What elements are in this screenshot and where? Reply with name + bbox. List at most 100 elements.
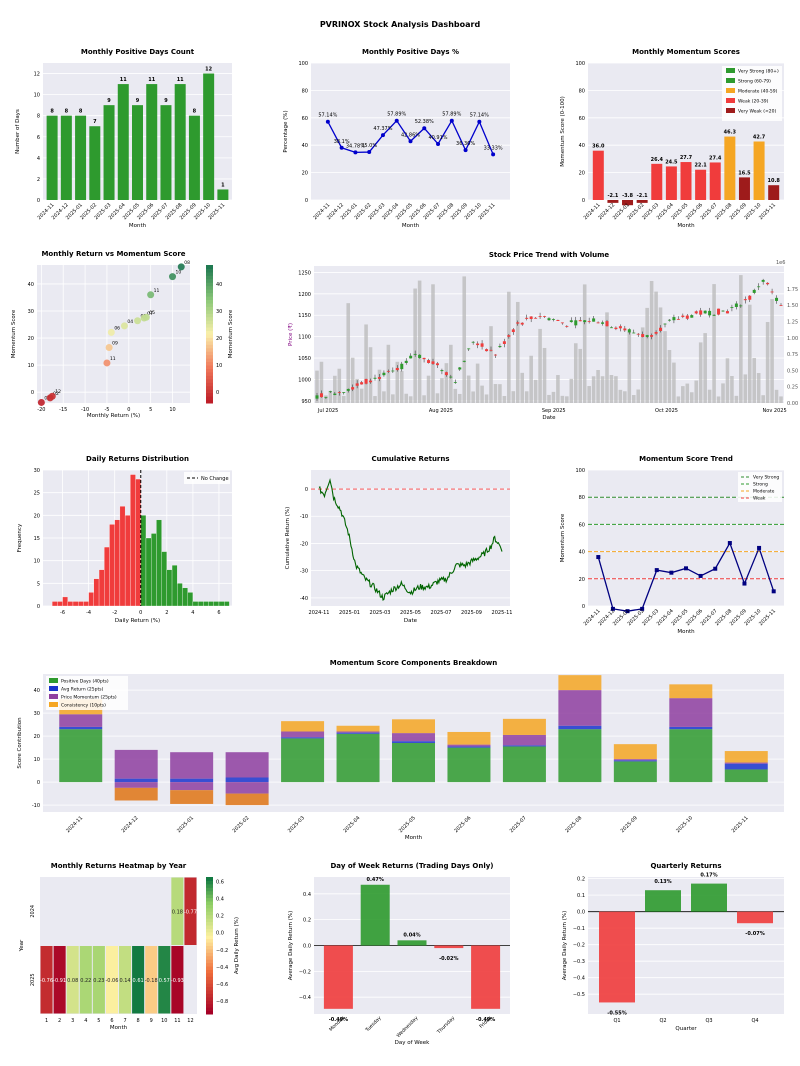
- mom-scores-bar: [695, 169, 707, 200]
- price-volume-bar: [685, 383, 690, 403]
- pos-count-ytick-label: 12: [34, 72, 40, 78]
- heatmap-colorbar-tick: −0.8: [216, 999, 228, 1005]
- cum-xtick-label: 2025-03: [370, 610, 391, 616]
- scatter-colorbar-segment: [206, 316, 213, 321]
- hist-bar: [109, 524, 115, 607]
- price-candle-body: [703, 310, 707, 314]
- heatmap-colorbar-segment: [206, 904, 213, 909]
- chart-momentum-score-trend: 0204060801002024-112024-122025-012025-02…: [560, 455, 784, 635]
- components-legend-swatch: [49, 678, 58, 683]
- heatmap-colorbar-segment: [206, 880, 213, 885]
- dow-bar: [434, 945, 464, 949]
- pos-pct-plot-area: [311, 63, 510, 200]
- dow-ytick-label: 0.2: [303, 918, 311, 924]
- components-xtick-label: 2025-07: [509, 815, 528, 834]
- price-volume-bar: [350, 357, 355, 403]
- pos-count-xlabel: Month: [129, 223, 147, 229]
- heatmap-colorbar-segment: [206, 948, 213, 953]
- mom-scores-data-label: 10.8: [768, 178, 781, 184]
- price-volume-bar: [533, 379, 538, 403]
- price-candle-body: [413, 353, 417, 355]
- heatmap-col-label: 12: [187, 1018, 193, 1024]
- pos-pct-ytick-label: 100: [298, 61, 308, 67]
- pos-pct-point: [353, 150, 358, 155]
- pos-count-data-label: 7: [93, 119, 97, 125]
- heatmap-col-label: 6: [110, 1018, 113, 1024]
- price-volume-bar: [484, 394, 489, 403]
- pos-count-bar: [203, 73, 215, 200]
- price-volume-bar: [756, 373, 761, 403]
- heatmap-colorbar-segment: [206, 935, 213, 940]
- pos-count-data-label: 8: [193, 109, 197, 115]
- price-xtick-label: Nov 2025: [763, 408, 787, 414]
- components-segment: [724, 751, 768, 763]
- scatter-colorbar-segment: [206, 327, 213, 332]
- dow-ytick-label: 0.0: [303, 944, 311, 950]
- heatmap-colorbar-segment: [206, 959, 213, 964]
- price-volume-bar: [373, 396, 377, 403]
- heatmap-cell: [171, 946, 184, 1014]
- scatter-ytick-label: 30: [28, 309, 34, 315]
- hist-bar: [208, 601, 214, 607]
- mom-scores-bar: [665, 166, 677, 200]
- scatter-colorbar-segment: [206, 385, 213, 390]
- components-segment: [669, 729, 713, 783]
- pos-pct-point: [491, 152, 496, 157]
- price-candle-body: [721, 310, 725, 312]
- heatmap-colorbar-segment: [206, 921, 213, 926]
- price-ytick-label: 1000: [298, 377, 311, 383]
- scatter-colorbar-segment: [206, 323, 213, 328]
- pos-count-data-label: 8: [65, 109, 69, 115]
- quarter-data-label: -0.07%: [745, 931, 764, 937]
- scatter-colorbar-tick: 10: [216, 363, 222, 369]
- mom-trend-legend-box: [738, 472, 782, 502]
- mom-trend-point: [771, 589, 776, 594]
- components-segment: [281, 738, 325, 783]
- price-candle-body: [779, 305, 783, 306]
- heatmap-colorbar-segment: [206, 1000, 213, 1005]
- mom-scores-legend-label: Very Strong (80+): [738, 69, 779, 75]
- heatmap-cell: [132, 946, 145, 1014]
- components-ylabel: Score Contribution: [17, 717, 23, 769]
- price-volume-bar: [453, 388, 458, 403]
- scatter-colorbar-segment: [206, 399, 213, 404]
- price-candle-body: [360, 382, 364, 385]
- pos-pct-data-label: 40.91%: [428, 135, 447, 141]
- pos-pct-data-label: 38.1%: [334, 139, 350, 145]
- scatter-colorbar-segment: [206, 340, 213, 345]
- price-volume-bar: [614, 376, 618, 403]
- quarter-bar: [737, 911, 773, 924]
- quarter-ytick-label: −0.5: [573, 992, 585, 998]
- dow-bar: [323, 945, 353, 1009]
- price-volume-bar: [538, 328, 542, 403]
- price-volume-tick: 1.00: [787, 336, 798, 342]
- components-segment: [447, 731, 491, 745]
- scatter-colorbar-segment: [206, 271, 213, 276]
- scatter-point-label: 02: [53, 391, 59, 397]
- price-volume-bar: [667, 349, 672, 403]
- price-candle-body: [605, 321, 609, 327]
- mom-scores-bar: [753, 141, 765, 200]
- quarter-ytick-label: −0.1: [573, 926, 585, 932]
- price-candle-body: [650, 335, 654, 337]
- mom-trend-legend-label: Moderate: [753, 489, 775, 495]
- price-volume-bar: [471, 391, 475, 403]
- components-segment: [502, 746, 546, 783]
- scatter-ytick-label: 40: [28, 282, 34, 288]
- price-candle-body: [471, 341, 475, 343]
- price-volume-bar: [422, 395, 426, 403]
- pos-count-data-label: 1: [221, 182, 225, 188]
- price-candle-body: [391, 370, 395, 372]
- heatmap-colorbar-segment: [206, 993, 213, 998]
- pos-pct-data-label: 57.89%: [442, 112, 461, 118]
- dow-ylabel: Average Daily Return (%): [288, 911, 294, 981]
- price-title: Stock Price Trend with Volume: [489, 251, 610, 259]
- price-candle-body: [596, 322, 600, 324]
- price-candle-body: [516, 322, 520, 324]
- scatter-point-label: 06: [114, 325, 120, 331]
- price-candle-body: [583, 320, 587, 323]
- price-candle-body: [708, 310, 712, 316]
- mom-scores-ytick-label: 80: [579, 88, 585, 94]
- quarter-bar: [599, 911, 635, 1003]
